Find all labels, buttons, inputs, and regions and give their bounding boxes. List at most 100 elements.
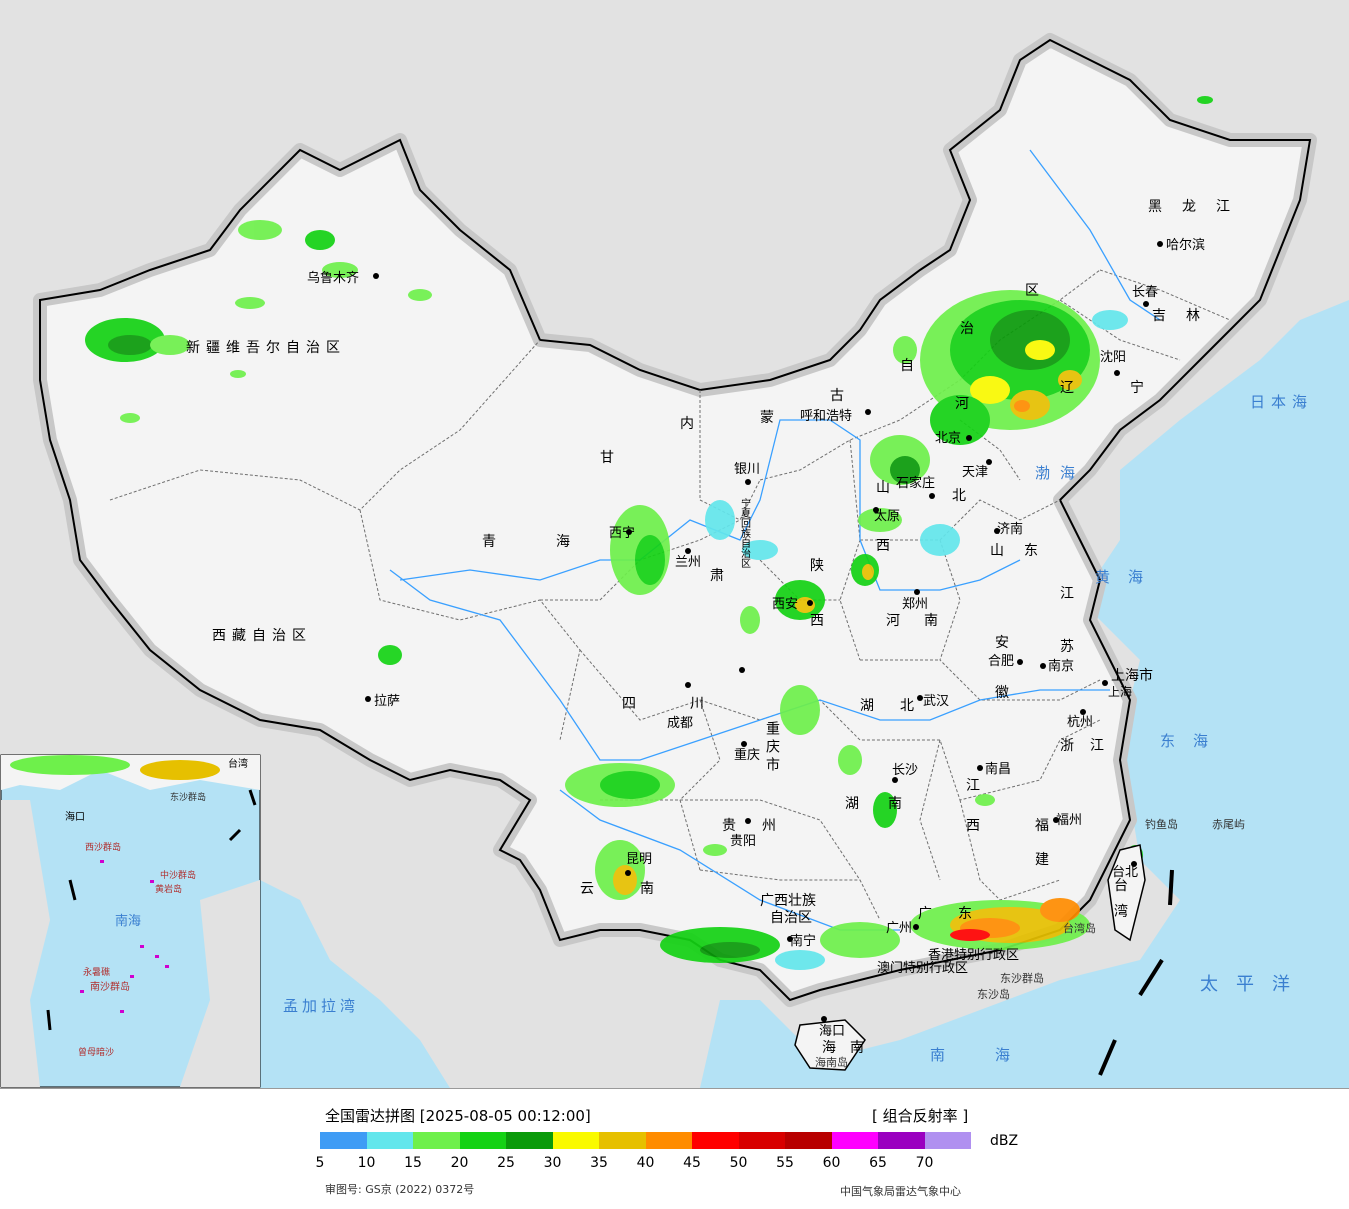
label-haikou: 海口 <box>819 1024 845 1039</box>
label-guangzhou: 广州 <box>886 921 912 936</box>
label-urumqi: 乌鲁木齐 <box>307 270 359 286</box>
label-diaoyu: 钓鱼岛 <box>1145 817 1178 831</box>
label-jiangsu1: 江 <box>1060 586 1074 602</box>
label-guiyang: 贵阳 <box>730 834 756 849</box>
legend-swatch <box>413 1132 460 1149</box>
inset-label-zengmu: 曾母暗沙 <box>78 1046 114 1058</box>
legend-swatch <box>552 1132 599 1149</box>
inset-label-xisha: 西沙群岛 <box>85 841 121 853</box>
legend-tick-label: 65 <box>869 1155 887 1171</box>
legend-swatch <box>785 1132 832 1149</box>
label-guangdong2: 东 <box>958 906 972 922</box>
label-nmg3: 古 <box>830 388 844 404</box>
label-fuzhou: 福州 <box>1056 813 1082 828</box>
label-hebei2: 北 <box>952 488 966 504</box>
legend-tick-label: 20 <box>450 1155 469 1171</box>
label-fujian1: 福 <box>1035 818 1049 834</box>
legend-swatch <box>320 1132 367 1149</box>
label-guizhou: 贵州 <box>722 818 802 834</box>
product-type: [ 组合反射率 ] <box>872 1107 969 1125</box>
label-fujian2: 建 <box>1035 852 1049 868</box>
south-china-sea-inset: 南海 中沙群岛 黄岩岛 南沙群岛 西沙群岛 永暑礁 曾母暗沙 海口 东沙群岛 台… <box>0 754 261 1088</box>
label-chiwei: 赤尾屿 <box>1212 818 1245 831</box>
label-taipingyang: 太平洋 <box>1200 974 1308 995</box>
label-anhui1: 安 <box>995 635 1009 651</box>
label-changchun: 长春 <box>1132 285 1158 300</box>
echo-xinjiang <box>85 220 432 423</box>
label-xinjiang: 新疆维吾尔自治区 <box>186 340 346 356</box>
label-jiangxi2: 西 <box>966 818 980 834</box>
map-title: 全国雷达拼图 [2025-08-05 00:12:00] <box>325 1107 591 1125</box>
label-hainan1: 海 <box>822 1040 836 1056</box>
label-zhejiang: 浙江 <box>1060 738 1120 754</box>
legend-swatch <box>878 1132 925 1149</box>
label-nmg4: 自 <box>900 358 914 374</box>
province-boundaries <box>109 269 1231 921</box>
inset-label-zhongsha: 中沙群岛 <box>160 869 196 881</box>
legend-swatch <box>645 1132 692 1149</box>
label-hubei: 湖北 <box>860 698 940 714</box>
label-nmg1: 内 <box>680 416 694 432</box>
label-shaanxi2: 西 <box>810 613 824 629</box>
label-shenyang: 沈阳 <box>1100 350 1126 365</box>
hainan-island <box>794 1019 866 1071</box>
legend-swatch <box>924 1132 971 1149</box>
legend-tick-label: 45 <box>683 1155 701 1171</box>
label-yunnan1: 云 <box>580 881 594 897</box>
inset-label-nansha: 南沙群岛 <box>90 980 130 993</box>
label-harbin: 哈尔滨 <box>1166 237 1205 253</box>
label-mengjialawan: 孟加拉湾 <box>283 997 359 1015</box>
label-xining: 西宁 <box>609 525 635 541</box>
legend-tick-label: 60 <box>822 1155 841 1171</box>
label-henan: 河南 <box>886 613 962 629</box>
label-liaoning: 辽宁 <box>1060 379 1200 396</box>
label-jinan: 济南 <box>997 521 1023 537</box>
label-jilin: 吉林 <box>1152 308 1220 324</box>
legend-tick-label: 55 <box>776 1155 794 1171</box>
label-yinchuan: 银川 <box>734 462 760 477</box>
label-jiangsu2: 苏 <box>1060 639 1074 655</box>
label-nmg5: 治 <box>960 321 974 337</box>
label-nanhai: 南海 <box>930 1046 1060 1064</box>
label-heilongjiang: 黑龙江 <box>1148 199 1250 215</box>
label-nanchang: 南昌 <box>985 761 1011 777</box>
legend-tick-label: 35 <box>590 1155 608 1171</box>
label-sichuan: 四川 <box>622 696 758 712</box>
label-donghai: 东海 <box>1160 732 1226 750</box>
label-chengdu: 成都 <box>667 716 693 731</box>
label-beijing: 北京 <box>935 431 961 446</box>
label-hunan2: 南 <box>888 796 902 812</box>
label-xian: 西安 <box>772 597 798 612</box>
label-zhengzhou: 郑州 <box>902 597 928 612</box>
legend-tick-label: 40 <box>636 1155 655 1171</box>
legend-footer: 全国雷达拼图 [2025-08-05 00:12:00] [ 组合反射率 ] d… <box>0 1088 1349 1209</box>
label-ningxia: 宁夏回族自治区 <box>739 497 751 568</box>
label-changsha: 长沙 <box>892 763 918 778</box>
label-hebei1: 河 <box>955 396 969 412</box>
label-taiwan1: 台 <box>1114 878 1128 894</box>
legend-tick-label: 5 <box>315 1155 325 1171</box>
map-canvas[interactable]: 南海 中沙群岛 黄岩岛 南沙群岛 西沙群岛 永暑礁 曾母暗沙 海口 东沙群岛 台… <box>0 0 1349 1088</box>
label-hefei: 合肥 <box>988 654 1014 669</box>
label-guangdong1: 广 <box>918 906 932 922</box>
label-shandong: 山东 <box>990 543 1058 559</box>
label-shanghai: 上海市 <box>1111 667 1153 684</box>
inset-label-taiwan: 台湾 <box>228 757 248 770</box>
legend-swatch <box>831 1132 878 1149</box>
inset-label-dongsha: 东沙群岛 <box>170 791 206 803</box>
label-kunming: 昆明 <box>626 852 652 867</box>
label-shanxi1: 山 <box>876 480 890 496</box>
label-nanning: 南宁 <box>790 933 816 949</box>
label-gansu2: 肃 <box>710 568 724 584</box>
label-taiwan2: 湾 <box>1114 903 1128 920</box>
legend-swatch <box>599 1132 646 1149</box>
legend-tick-label: 30 <box>543 1155 562 1171</box>
legend-tick-label: 50 <box>729 1155 748 1171</box>
label-tianjin: 天津 <box>962 465 988 480</box>
label-lanzhou: 兰州 <box>675 555 701 570</box>
sea-east <box>700 300 1349 1088</box>
legend-swatch <box>692 1132 739 1149</box>
label-dongsha-island: 东沙岛 <box>977 987 1010 1001</box>
label-qinghai: 青海 <box>482 534 630 550</box>
